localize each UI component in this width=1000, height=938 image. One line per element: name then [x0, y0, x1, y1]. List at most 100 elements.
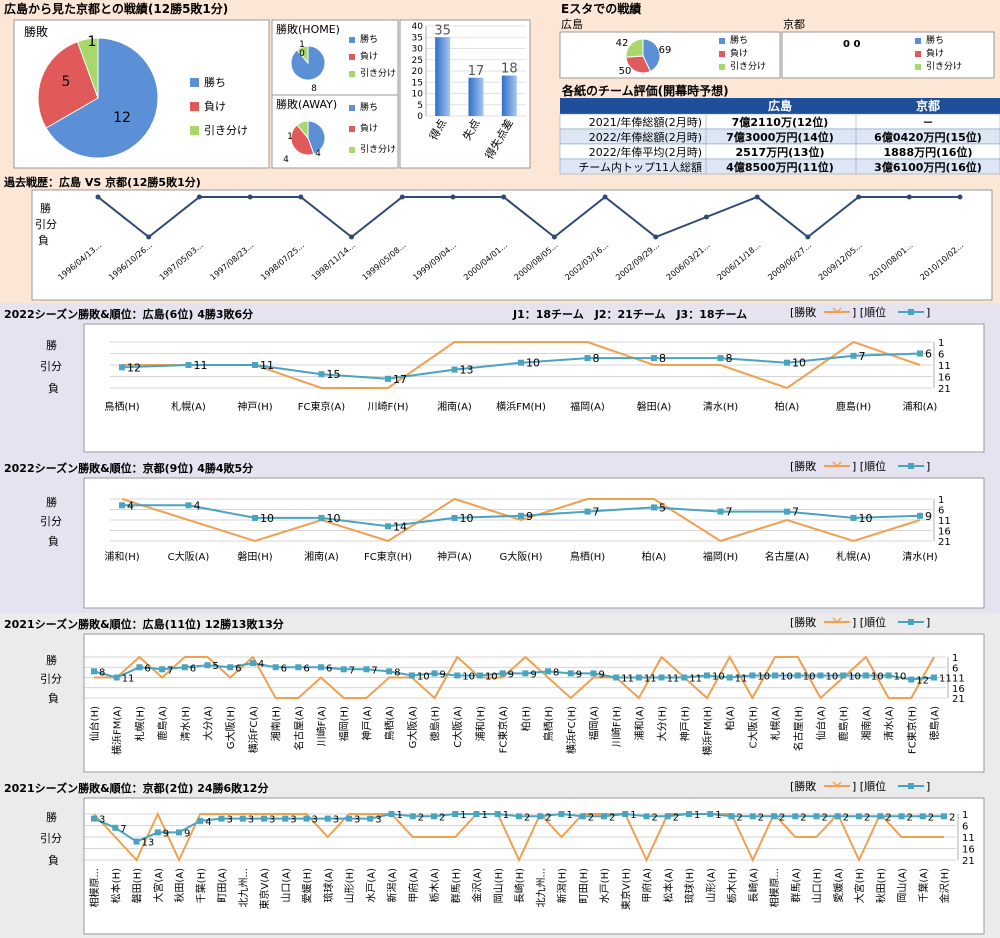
opponent-label: 鹿島(H): [836, 400, 871, 413]
eval-header-hiroshima: 広島: [768, 98, 792, 113]
rank-value-label: 2: [949, 812, 955, 823]
pie-data-label: 8: [311, 84, 317, 94]
pie-title: 勝敗(HOME): [276, 22, 340, 36]
legend-rank-marker: [908, 783, 914, 789]
rank-point: [834, 813, 841, 820]
rank-point: [664, 813, 671, 820]
pie-slice-引き分け: [76, 37, 99, 99]
opponent-label: 横浜FM(H): [701, 706, 714, 756]
rank-value-label: 7: [726, 506, 733, 519]
rank-point: [318, 371, 325, 378]
eval-cell-kyoto: 1888万円(16位): [884, 145, 973, 159]
opponent-label: FC東京(H): [905, 706, 918, 754]
rank-series-line: [93, 662, 935, 681]
rank-point: [218, 815, 225, 822]
opponent-label: 名古屋(A): [292, 706, 305, 751]
ylabel-draw: 引分: [40, 359, 62, 373]
opponent-label: 横浜FC(A): [247, 706, 260, 753]
rank-point: [651, 504, 657, 511]
rank-value-label: 7: [167, 665, 173, 676]
opponent-label: 松本(H): [109, 868, 122, 903]
opponent-label: 大宮(A): [152, 868, 165, 903]
rank-value-label: 3: [375, 815, 381, 826]
rank-tick-label: 6: [938, 350, 944, 361]
rank-value-label: 10: [462, 671, 475, 682]
rank-value-label: 10: [780, 671, 793, 682]
rank-point: [850, 352, 857, 359]
legend-result-marker: [832, 781, 842, 788]
opponent-label: C大阪(A): [451, 706, 464, 748]
opponent-label: 仙台(A): [814, 706, 827, 741]
eval-row-label: 2022/年俸総額(2月時): [589, 130, 702, 144]
opponent-label: 柏(A): [724, 706, 737, 731]
rank-value-label: 2: [800, 812, 806, 823]
eval-header-kyoto: 京都: [916, 98, 940, 113]
opponent-label: 松本(A): [662, 868, 675, 903]
opponent-label: 栃木(H): [726, 868, 739, 903]
pie-slice-負け: [290, 124, 315, 156]
rank-point: [499, 670, 506, 677]
rank-value-label: 9: [163, 828, 169, 839]
rank-point: [613, 674, 620, 681]
rank-value-label: 2: [822, 812, 828, 823]
rank-point: [113, 674, 120, 681]
rank-value-label: 3: [269, 815, 275, 826]
rank-point: [794, 672, 801, 679]
rank-tick-label: 21: [938, 537, 951, 548]
opponent-label: 群馬(A): [789, 868, 802, 903]
rank-value-label: 5: [659, 501, 666, 514]
legend-result-marker: [832, 461, 842, 468]
opponent-label: 名古屋(A): [765, 550, 810, 563]
pie-data-label: 12: [113, 110, 131, 126]
opponent-label: 札幌(A): [836, 550, 871, 563]
opponent-label: 清水(H): [902, 550, 937, 563]
opponent-label: 甲府(A): [407, 868, 420, 903]
rank-point: [181, 664, 188, 671]
opponent-label: 大宮(H): [853, 868, 866, 903]
opponent-label: 磐田(H): [131, 868, 144, 903]
rank-value-label: 17: [393, 373, 407, 386]
legend-swatch: [915, 51, 921, 57]
rank-tick-label: 21: [952, 694, 965, 705]
opponent-label: 東京V(A): [258, 868, 271, 910]
rank-value-label: 11: [689, 674, 702, 685]
rank-value-label: 9: [440, 669, 446, 680]
history-chart-box: [31, 189, 993, 301]
rank-point: [717, 508, 724, 515]
rank-point: [784, 359, 790, 366]
rank-point: [749, 813, 756, 820]
legend-swatch: [719, 51, 725, 57]
rank-point: [119, 364, 125, 371]
bar-ytick: 35: [412, 33, 423, 43]
rank-value-label: 6: [303, 663, 309, 674]
history-ylabel-loss: 負: [38, 234, 49, 247]
rank-value-label: 3: [99, 815, 105, 826]
rank-point: [367, 815, 374, 822]
rank-value-label: 1: [715, 810, 721, 821]
legend-swatch: [915, 64, 921, 70]
opponent-label: 浦和(A): [903, 400, 938, 413]
rank-point: [813, 813, 820, 820]
rank-point: [473, 811, 480, 817]
legend-swatch: [719, 64, 725, 70]
opponent-label: 山形(H): [344, 868, 356, 903]
rank-value-label: 10: [825, 671, 838, 682]
rank-value-label: 7: [859, 350, 866, 363]
rank-point: [227, 664, 234, 671]
rank-point: [784, 508, 790, 515]
rank-point: [771, 813, 777, 820]
rank-value-label: 10: [792, 357, 806, 370]
rank-value-label: 2: [885, 812, 891, 823]
history-point: [95, 194, 101, 200]
rank-value-label: 6: [281, 663, 287, 674]
rank-point: [91, 815, 97, 822]
rank-value-label: 2: [864, 812, 870, 823]
history-point: [196, 194, 202, 200]
legend-result-label: [勝敗: [790, 615, 816, 629]
ylabel-win: 勝: [46, 495, 57, 509]
legend-label: 負け: [360, 122, 378, 134]
opponent-label: C大阪(A): [168, 550, 210, 563]
opponent-label: 金沢(A): [471, 868, 484, 903]
opponent-label: 福岡(A): [587, 706, 600, 741]
